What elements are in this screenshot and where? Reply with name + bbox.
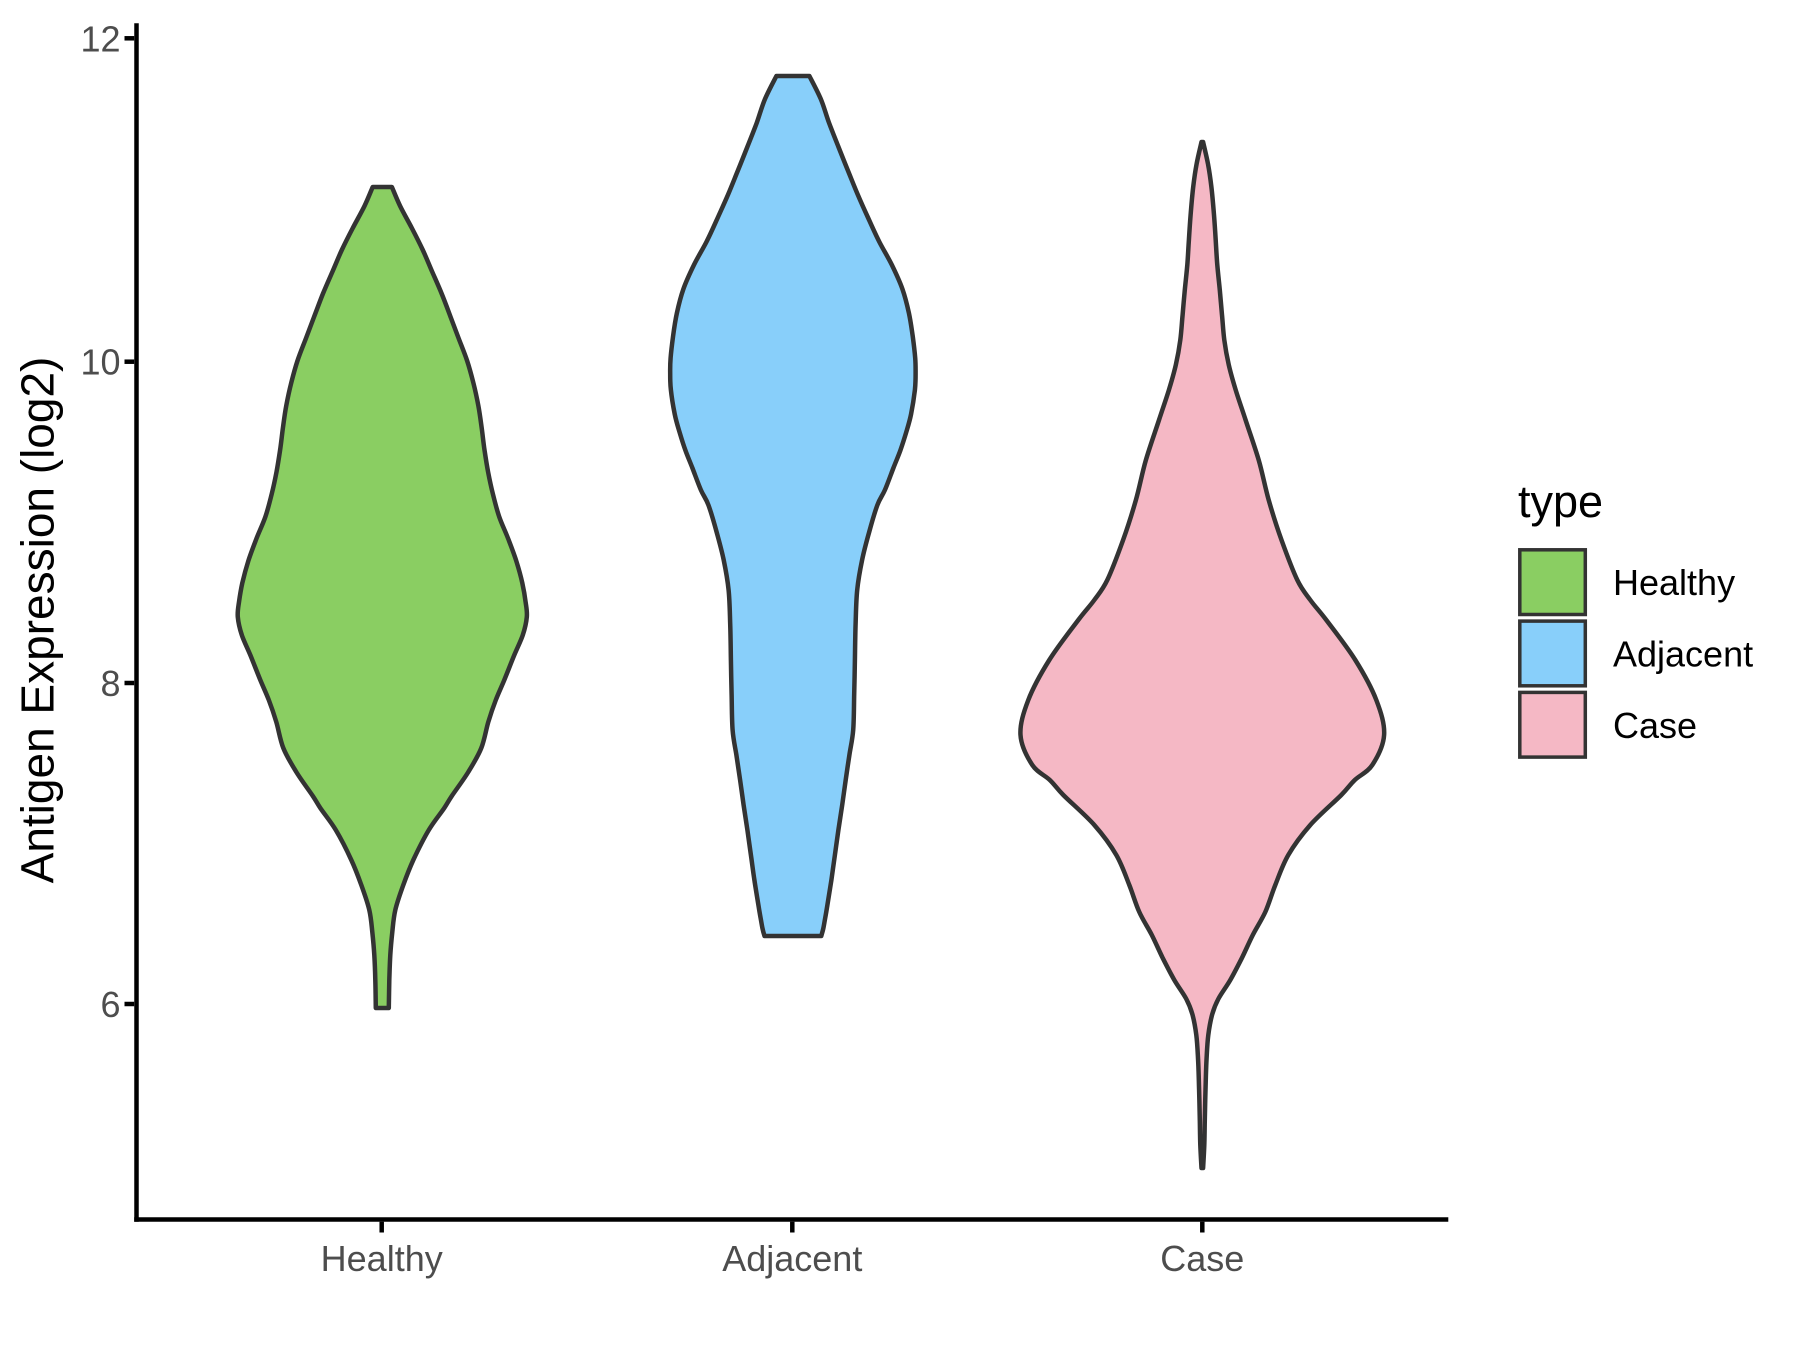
- svg-text:Case: Case: [1160, 1238, 1244, 1279]
- svg-text:Adjacent: Adjacent: [1613, 634, 1753, 675]
- svg-text:Adjacent: Adjacent: [722, 1238, 862, 1279]
- svg-text:10: 10: [80, 342, 120, 383]
- svg-text:type: type: [1518, 476, 1603, 527]
- svg-text:Case: Case: [1613, 705, 1697, 746]
- svg-text:Healthy: Healthy: [1613, 562, 1735, 603]
- svg-text:12: 12: [80, 18, 120, 59]
- svg-text:8: 8: [100, 663, 120, 704]
- svg-text:Antigen Expression (log2): Antigen Expression (log2): [12, 357, 64, 884]
- svg-text:Healthy: Healthy: [321, 1238, 443, 1279]
- svg-text:6: 6: [100, 984, 120, 1025]
